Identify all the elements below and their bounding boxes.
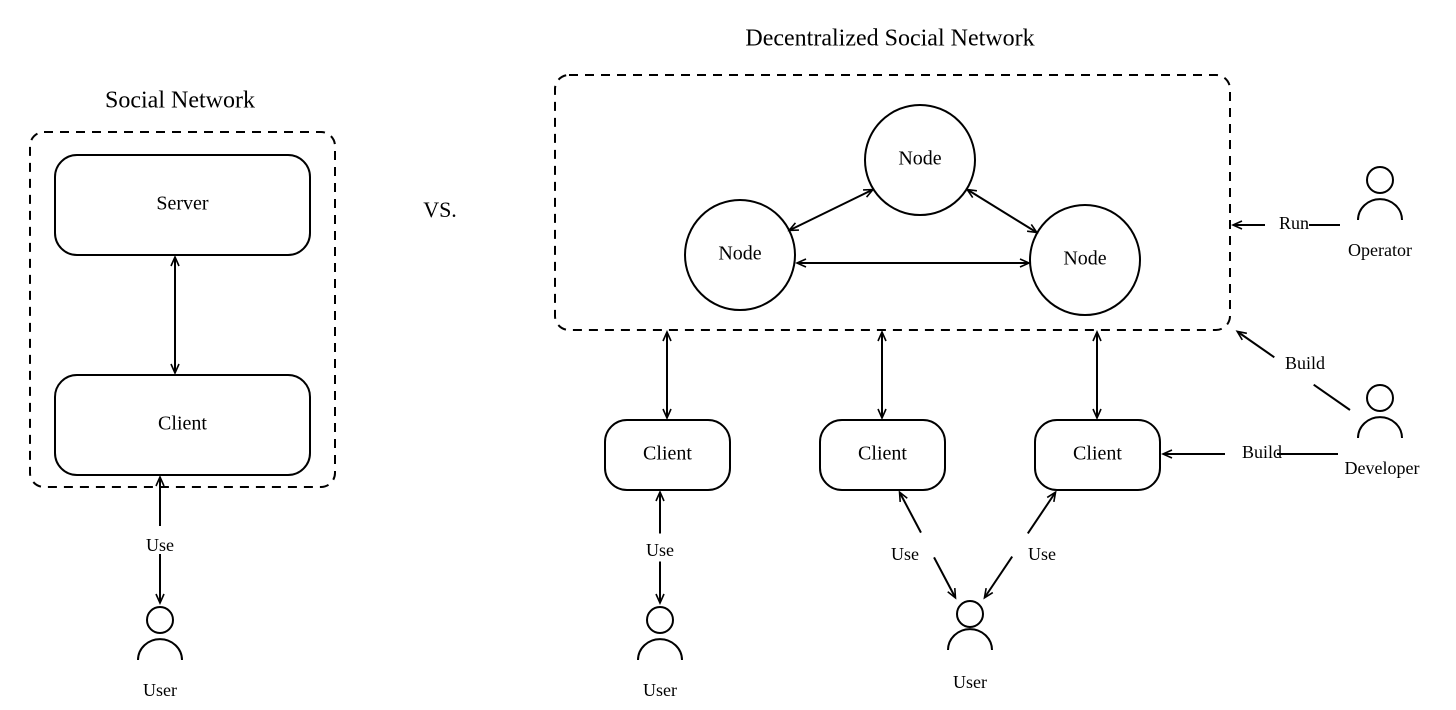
developer-label: Developer: [1345, 458, 1420, 478]
server-box-label: Server: [156, 193, 209, 215]
operator-label: Operator: [1348, 240, 1412, 260]
left-user-head-icon: [147, 607, 173, 633]
operator-run-edge-label: Run: [1279, 213, 1309, 233]
user-2-head-icon: [957, 601, 983, 627]
developer-edge-build-container-seg2: [1238, 332, 1274, 357]
cu-edge-cu-2a-label: Use: [891, 544, 919, 564]
node-left-label: Node: [718, 243, 761, 265]
cu-edge-cu-2b-seg2: [985, 557, 1012, 597]
left-user-label: User: [143, 680, 177, 700]
left-edge-client-user-label: Use: [146, 535, 174, 555]
node-edge-top-left: [790, 190, 872, 230]
node-right-label: Node: [1063, 248, 1106, 270]
left-client-box-label: Client: [158, 413, 207, 435]
user-1-body-icon: [638, 639, 682, 660]
client-2-label: Client: [858, 443, 907, 465]
developer-edge-build-container-label: Build: [1285, 353, 1325, 373]
developer-edge-build-client-label: Build: [1242, 442, 1282, 462]
operator-body-icon: [1358, 199, 1402, 220]
cu-edge-cu-2b-seg1: [1028, 493, 1055, 533]
developer-head-icon: [1367, 385, 1393, 411]
cu-edge-cu-2a-seg2: [934, 557, 955, 597]
cu-edge-cu-2a-seg1: [900, 493, 921, 533]
user-1-head-icon: [647, 607, 673, 633]
operator-head-icon: [1367, 167, 1393, 193]
right-title: Decentralized Social Network: [745, 26, 1034, 52]
vs-label: VS.: [423, 197, 457, 222]
node-top-label: Node: [898, 148, 941, 170]
node-edge-top-right: [968, 190, 1036, 232]
left-title: Social Network: [105, 88, 255, 114]
developer-edge-build-container-seg1: [1314, 385, 1350, 410]
user-2-body-icon: [948, 629, 992, 650]
user-1-label: User: [643, 680, 677, 700]
left-user-body-icon: [138, 639, 182, 660]
client-1-label: Client: [643, 443, 692, 465]
cu-edge-cu-2b-label: Use: [1028, 544, 1056, 564]
developer-body-icon: [1358, 417, 1402, 438]
client-3-label: Client: [1073, 443, 1122, 465]
user-2-label: User: [953, 672, 987, 692]
cu-edge-cu-1-label: Use: [646, 540, 674, 560]
